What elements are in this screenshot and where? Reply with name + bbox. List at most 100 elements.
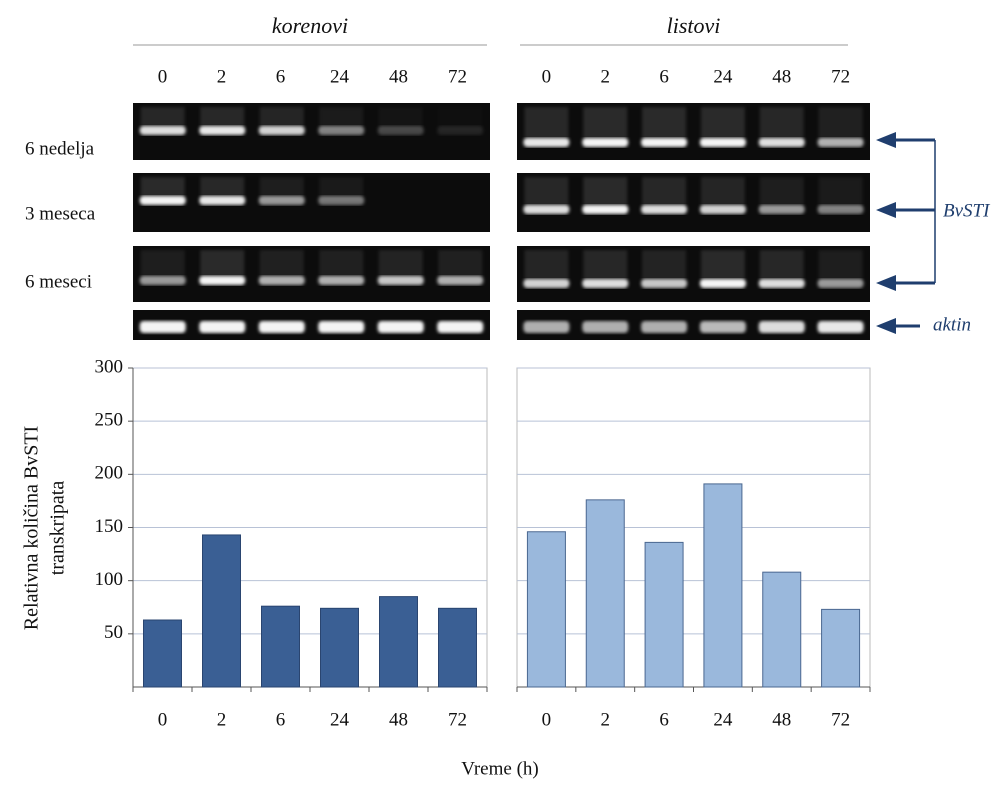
gel-band (582, 205, 629, 214)
gel-band (699, 205, 746, 214)
x-axis-label: Vreme (h) (461, 758, 538, 779)
y-axis-label: Relativna količina BvSTI (21, 426, 43, 630)
gel-smear (524, 107, 569, 142)
gel-band (641, 138, 688, 147)
gel (133, 173, 490, 232)
gel-smear (759, 177, 804, 209)
y-tick-label: 250 (95, 410, 124, 431)
gel-lane-label: 0 (158, 66, 168, 87)
bar (202, 534, 241, 688)
gel-band (758, 138, 805, 147)
gel (133, 246, 490, 302)
arrows (876, 132, 936, 334)
chart-title: korenovi (272, 13, 348, 38)
gel (517, 310, 870, 340)
x-tick-label: 6 (276, 709, 286, 730)
gel-band (817, 138, 864, 147)
gel-smear (642, 107, 687, 142)
gel-lane-label: 48 (389, 66, 408, 87)
gel-lane-label: 2 (217, 66, 227, 87)
gel-row-label: 6 meseci (25, 271, 92, 292)
gel-band (318, 276, 365, 285)
x-tick-label: 72 (831, 709, 850, 730)
gel-smear (319, 177, 364, 200)
gel-smear (140, 250, 185, 280)
gel-band (437, 276, 484, 285)
y-tick-label: 150 (95, 516, 124, 537)
bar (143, 619, 182, 688)
bar (261, 605, 300, 688)
gel-band (523, 138, 570, 147)
bar (821, 608, 861, 688)
gel-band (258, 196, 305, 205)
gel-band (139, 321, 186, 333)
chart-title: listovi (667, 13, 721, 38)
gel-band (318, 196, 365, 205)
x-tick-label: 6 (659, 709, 669, 730)
gel-band (523, 205, 570, 214)
gel-lane-label: 6 (659, 66, 669, 87)
gel-smear (700, 250, 745, 283)
gel-smear (259, 107, 304, 130)
bar (379, 596, 418, 688)
gel (517, 103, 870, 160)
gel-smear (818, 107, 863, 142)
y-tick-label: 100 (95, 569, 124, 590)
gel-band (699, 138, 746, 147)
gel (133, 310, 490, 340)
gel-smear (700, 107, 745, 142)
gel-row-label: 3 meseca (25, 203, 96, 224)
gel-band (817, 279, 864, 288)
gel-lane-label: 48 (772, 66, 791, 87)
gel-band (758, 321, 805, 333)
gel-band (523, 279, 570, 288)
gel-smear (259, 177, 304, 200)
gel-lane-label: 72 (448, 66, 467, 87)
x-tick-label: 48 (389, 709, 408, 730)
gel-smear (319, 250, 364, 280)
gel-smear (319, 107, 364, 130)
gel-band (641, 205, 688, 214)
x-tick-label: 48 (772, 709, 791, 730)
gel-band (318, 321, 365, 333)
y-tick-label: 50 (104, 622, 123, 643)
gel-smear (438, 250, 483, 280)
gel-band (139, 196, 186, 205)
bar (320, 607, 359, 688)
gel-band (582, 321, 629, 333)
x-tick-label: 2 (601, 709, 611, 730)
gel-band (641, 321, 688, 333)
gel-smear (818, 177, 863, 209)
gel-lane-label: 24 (713, 66, 733, 87)
gel-smear (200, 177, 245, 200)
gel-smear (642, 177, 687, 209)
gel-marker: BvSTI (943, 200, 991, 221)
gel-smear (200, 250, 245, 280)
x-tick-label: 0 (542, 709, 552, 730)
gel-band (258, 276, 305, 285)
x-tick-label: 24 (330, 709, 350, 730)
gel-band (641, 279, 688, 288)
x-tick-label: 72 (448, 709, 467, 730)
gel-band (377, 276, 424, 285)
gel-lane-label: 2 (601, 66, 611, 87)
gel-band (582, 279, 629, 288)
gel-smear (583, 250, 628, 283)
x-tick-label: 24 (713, 709, 733, 730)
gel-band (258, 126, 305, 135)
gel-marker: aktin (933, 314, 971, 335)
gel-smear (259, 250, 304, 280)
gel-lane-label: 72 (831, 66, 850, 87)
gel-band (817, 321, 864, 333)
gel-band (377, 321, 424, 333)
gel-smear (140, 177, 185, 200)
gel-smear (200, 107, 245, 130)
gel-band (139, 126, 186, 135)
x-tick-label: 2 (217, 709, 227, 730)
gel-smear (818, 250, 863, 283)
gel-smear (524, 250, 569, 283)
gel (517, 173, 870, 232)
gel-band (699, 321, 746, 333)
y-tick-label: 200 (95, 463, 124, 484)
bar (703, 483, 743, 688)
